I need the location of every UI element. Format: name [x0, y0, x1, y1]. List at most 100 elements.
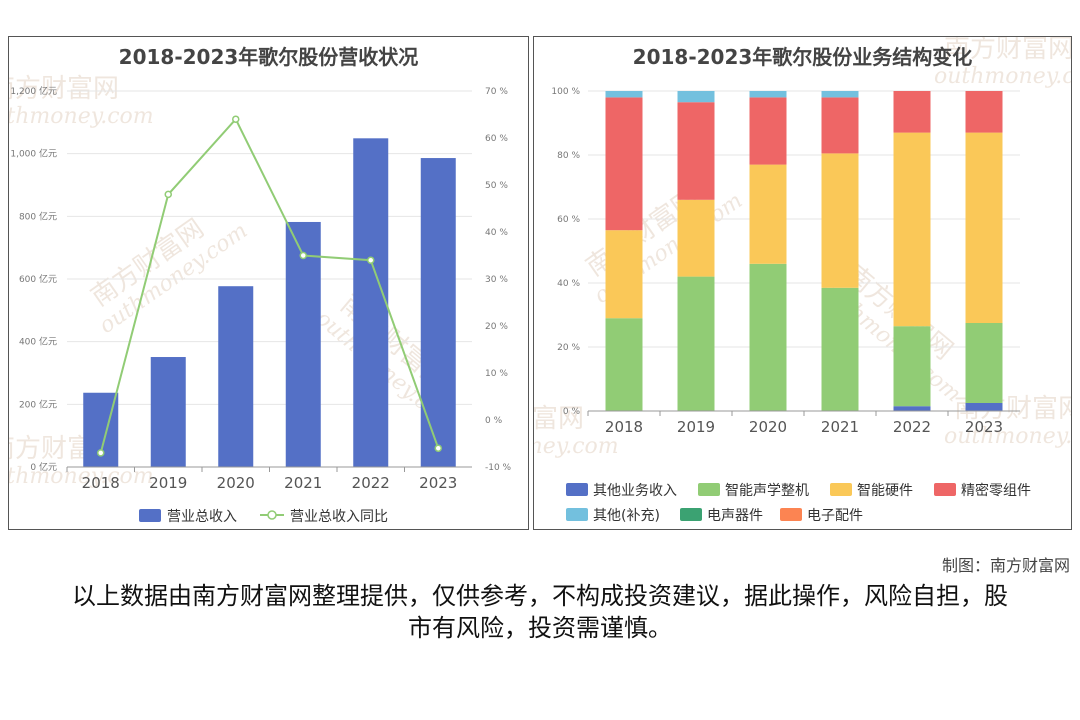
- y-left-tick-label: 1,200 亿元: [10, 85, 57, 97]
- revenue-chart-panel: 南方财富网outhmoney.com南方财富网outhmoney.com南方财富…: [8, 36, 529, 530]
- legend-swatch: [934, 483, 956, 496]
- watermark-logo: outhmoney.com: [534, 434, 619, 459]
- yoy-point: [367, 256, 375, 264]
- yoy-point: [434, 444, 442, 452]
- y-tick-label: 0 %: [563, 407, 581, 417]
- stacked-bar-segment: [605, 91, 643, 98]
- stacked-bar-segment: [893, 406, 931, 411]
- x-tick-label: 2020: [217, 474, 255, 492]
- yoy-point: [97, 449, 105, 457]
- watermark-logo: outhmoney.com: [934, 64, 1072, 89]
- y-left-tick-label: 1,000 亿元: [10, 148, 57, 160]
- revenue-bar: [150, 357, 186, 467]
- legend-label-revenue: 营业总收入: [167, 509, 237, 525]
- watermark-logo: 南方财富网: [9, 74, 119, 104]
- chart-credit: 制图：南方财富网: [941, 556, 1070, 575]
- stacked-bar-segment: [893, 132, 931, 327]
- legend-swatch-revenue: [139, 509, 161, 522]
- y-right-tick-label: 10 %: [485, 369, 508, 379]
- legend-swatch: [566, 508, 588, 521]
- x-tick-label: 2022: [893, 418, 931, 436]
- y-right-tick-label: 70 %: [485, 87, 508, 97]
- x-tick-label: 2019: [149, 474, 187, 492]
- stacked-bar-segment: [605, 97, 643, 231]
- legend-label: 智能声学整机: [725, 483, 809, 499]
- stacked-bar-segment: [749, 91, 787, 98]
- stacked-bar-segment: [965, 91, 1003, 133]
- revenue-bar: [285, 221, 321, 467]
- stacked-bar-segment: [749, 97, 787, 165]
- x-tick-label: 2021: [821, 418, 859, 436]
- x-tick-label: 2021: [284, 474, 322, 492]
- y-tick-label: 60 %: [557, 215, 580, 225]
- stacked-bar-segment: [821, 97, 859, 154]
- legend-swatch-yoy-point: [267, 510, 277, 520]
- stacked-bar-segment: [893, 326, 931, 407]
- stacked-bar-segment: [677, 102, 715, 200]
- stacked-bar-segment: [965, 403, 1003, 411]
- stacked-bar-segment: [965, 132, 1003, 323]
- stacked-bar-segment: [677, 199, 715, 277]
- stacked-bar-segment: [965, 323, 1003, 403]
- watermark-logo: 南方财富网: [944, 37, 1072, 64]
- disclaimer-text: 以上数据由南方财富网整理提供，仅供参考，不构成投资建议，据此操作，风险自担，股市…: [72, 582, 1008, 642]
- legend-swatch: [566, 483, 588, 496]
- y-tick-label: 100 %: [551, 87, 580, 97]
- watermark-logo: outhmoney.com: [9, 464, 154, 489]
- stacked-bar-segment: [821, 153, 859, 288]
- revenue-bar: [353, 138, 389, 467]
- stacked-bar-segment: [677, 91, 715, 103]
- y-tick-label: 80 %: [557, 151, 580, 161]
- x-tick-label: 2018: [605, 418, 643, 436]
- yoy-line: [99, 117, 440, 454]
- legend-label: 智能硬件: [857, 483, 913, 499]
- y-tick-label: 20 %: [557, 343, 580, 353]
- x-tick-label: 2022: [352, 474, 390, 492]
- revenue-bar: [420, 158, 456, 467]
- y-left-tick-label: 200 亿元: [19, 398, 57, 410]
- yoy-point: [164, 190, 172, 199]
- watermark-logo: 南方财富网: [534, 404, 584, 434]
- yoy-point: [299, 251, 307, 260]
- yoy-point: [232, 115, 240, 123]
- x-tick-label: 2023: [965, 418, 1003, 436]
- x-tick-label: 2019: [677, 418, 715, 436]
- legend-label: 其他业务收入: [593, 483, 677, 499]
- y-left-tick-label: 400 亿元: [19, 336, 57, 348]
- y-right-tick-label: 40 %: [485, 228, 508, 238]
- legend-label: 其他(补充): [593, 508, 660, 524]
- x-tick-label: 2018: [82, 474, 120, 492]
- stacked-bar-segment: [749, 263, 787, 411]
- structure-chart-panel: 南方财富网outhmoney.com南方财富网outhmoney.com南方财富…: [533, 36, 1072, 530]
- legend-swatch: [780, 508, 802, 521]
- structure-chart-title: 2018-2023年歌尔股份业务结构变化: [632, 45, 973, 69]
- y-right-tick-label: 0 %: [485, 416, 503, 426]
- stacked-bar-segment: [677, 276, 715, 411]
- watermark-logo: outhmoney.com: [944, 424, 1072, 449]
- revenue-chart-title: 2018-2023年歌尔股份营收状况: [118, 45, 419, 69]
- y-tick-label: 40 %: [557, 279, 580, 289]
- x-tick-label: 2023: [419, 474, 457, 492]
- revenue-chart: 南方财富网outhmoney.com南方财富网outhmoney.com南方财富…: [9, 74, 512, 525]
- stacked-bar-segment: [821, 91, 859, 98]
- y-right-tick-label: 60 %: [485, 134, 508, 144]
- legend-label: 电子配件: [807, 508, 863, 524]
- legend-label: 电声器件: [707, 508, 763, 524]
- y-left-tick-label: 0 亿元: [30, 461, 57, 473]
- stacked-bar-segment: [821, 287, 859, 411]
- legend-swatch: [830, 483, 852, 496]
- stacked-bar-segment: [893, 91, 931, 133]
- y-right-tick-label: 20 %: [485, 322, 508, 332]
- y-right-tick-label: 30 %: [485, 275, 508, 285]
- stacked-bar-segment: [749, 164, 787, 264]
- legend-label-yoy: 营业总收入同比: [290, 509, 388, 525]
- legend-swatch: [680, 508, 702, 521]
- legend-label: 精密零组件: [961, 482, 1031, 499]
- x-tick-label: 2020: [749, 418, 787, 436]
- stacked-bar-segment: [605, 318, 643, 411]
- watermark-logo: outhmoney.com: [9, 104, 154, 129]
- legend-swatch: [698, 483, 720, 496]
- y-right-tick-label: -10 %: [485, 463, 512, 473]
- structure-chart: 南方财富网outhmoney.com南方财富网outhmoney.com南方财富…: [534, 37, 1072, 524]
- y-right-tick-label: 50 %: [485, 181, 508, 191]
